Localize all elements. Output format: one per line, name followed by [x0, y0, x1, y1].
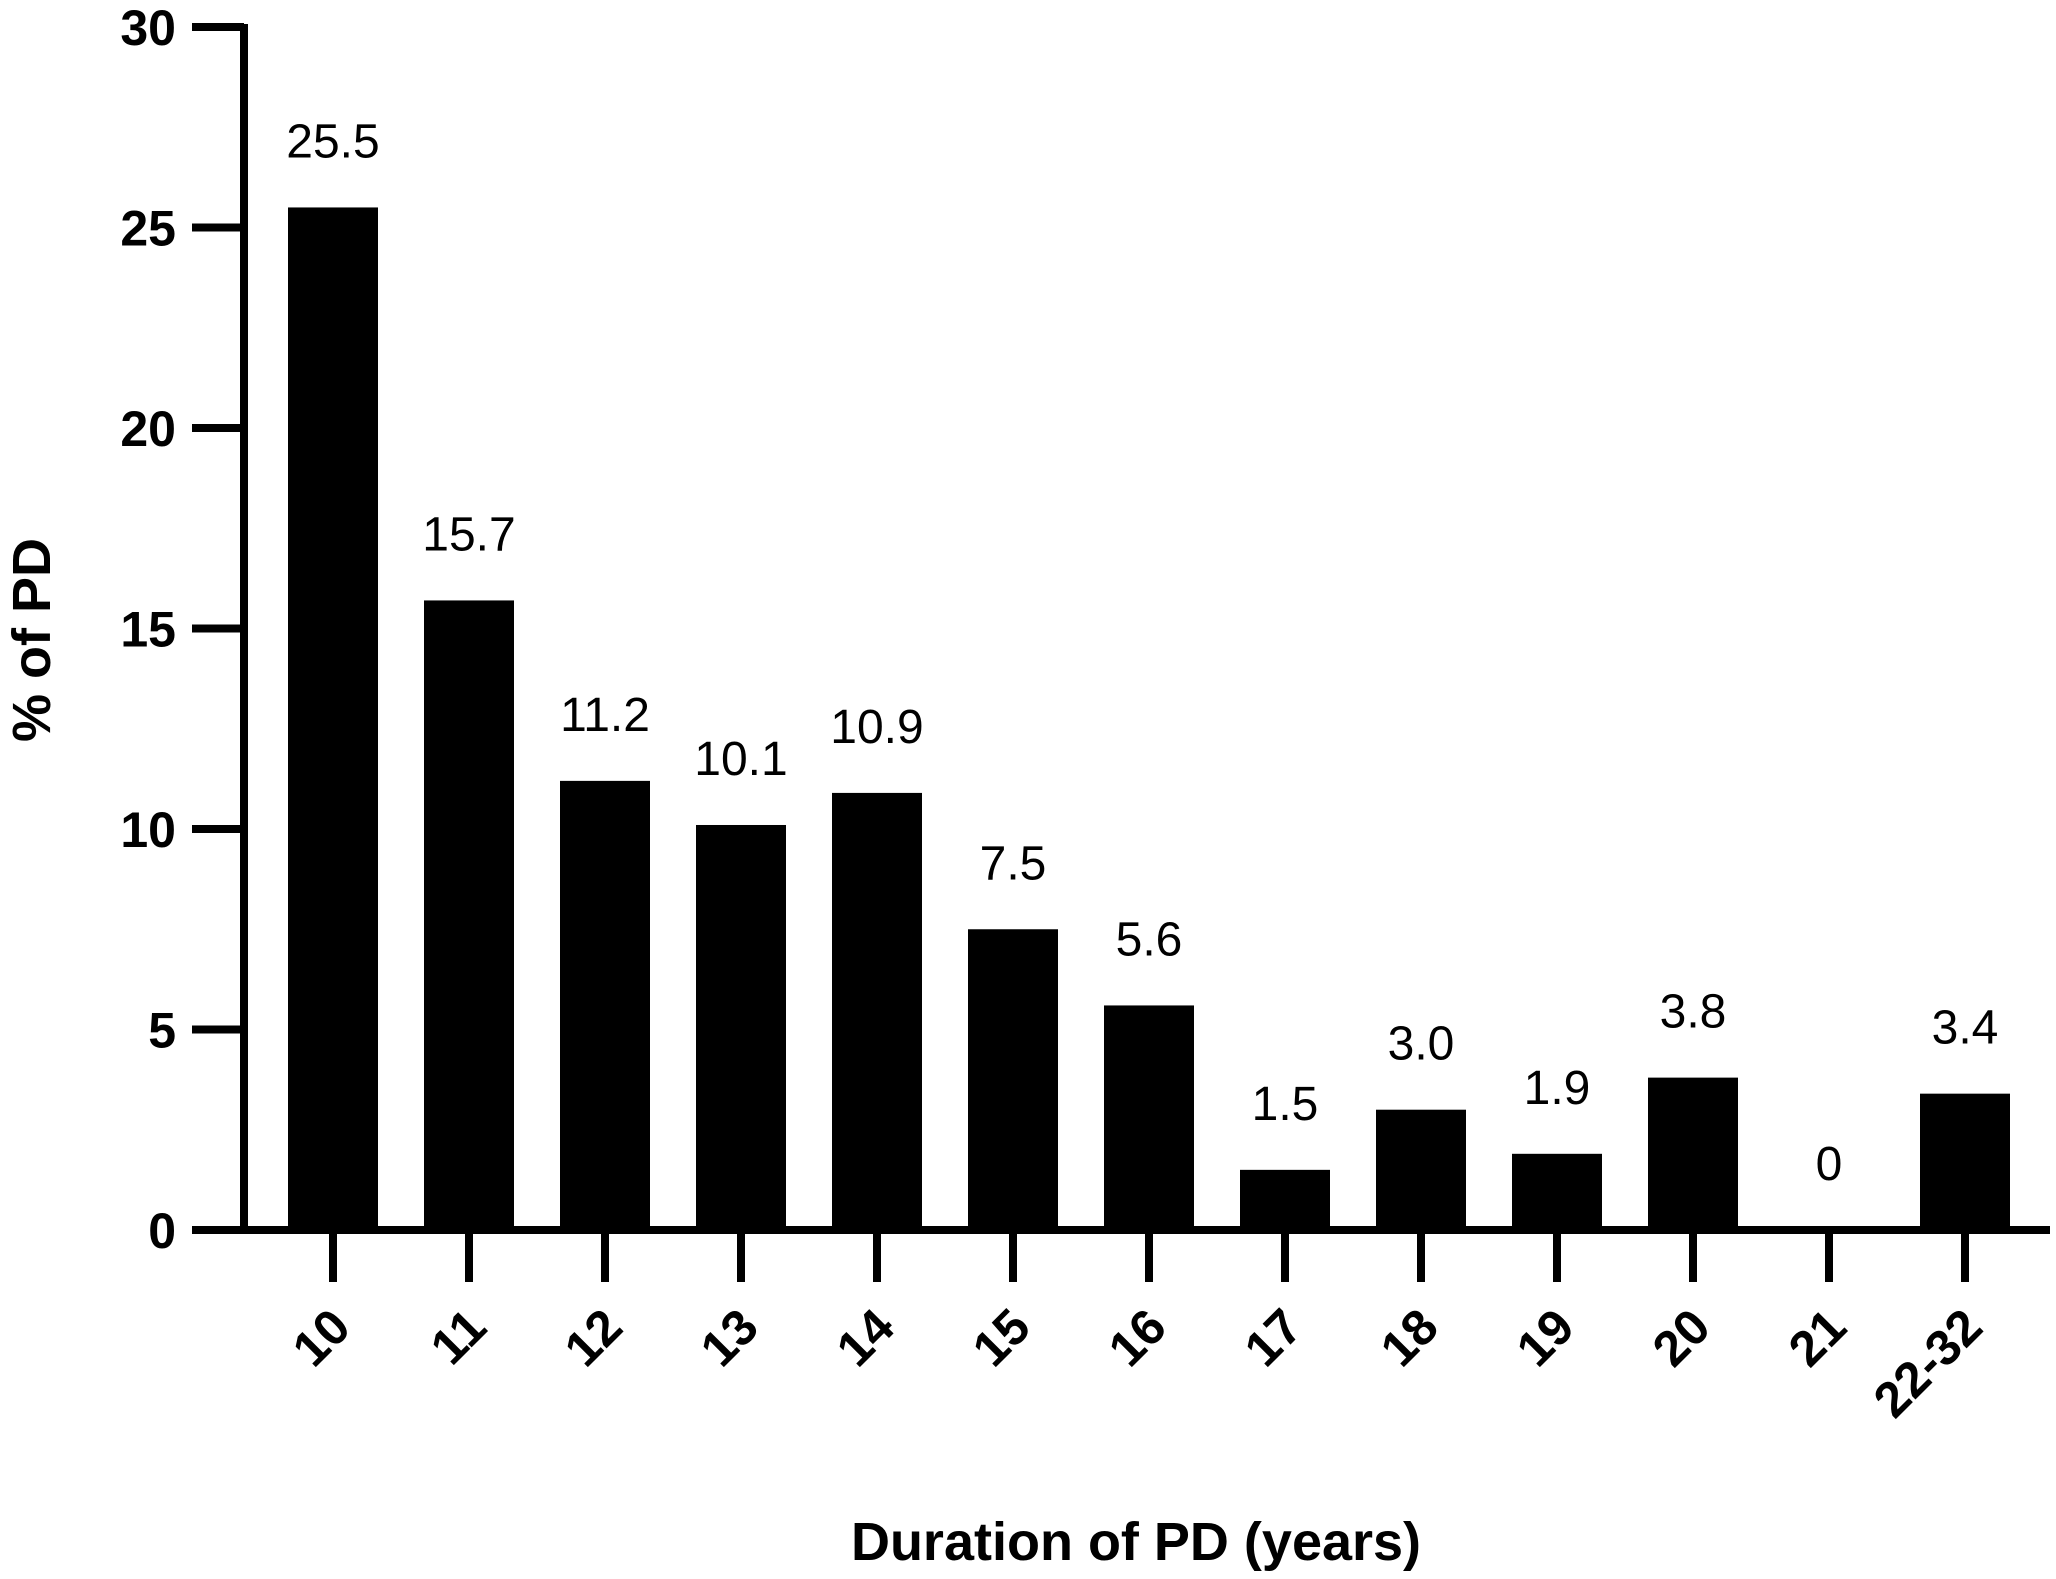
x-tick-label-19: 19 — [1506, 1298, 1585, 1377]
data-label-20: 3.8 — [1660, 986, 1727, 1039]
bar-15 — [968, 929, 1058, 1230]
y-tick-label-30: 30 — [120, 0, 176, 56]
data-label-13: 10.1 — [694, 733, 787, 786]
x-tick-label-15: 15 — [962, 1298, 1041, 1377]
x-tick-label-21: 21 — [1778, 1298, 1857, 1377]
data-label-12: 11.2 — [560, 689, 650, 742]
y-tick-label-5: 5 — [148, 1003, 176, 1059]
bars-group — [288, 207, 2010, 1230]
bar-11 — [424, 600, 514, 1230]
x-tick-label-18: 18 — [1370, 1298, 1449, 1377]
x-tick-label-22-32: 22-32 — [1863, 1298, 1993, 1428]
x-tick-label-10: 10 — [282, 1298, 361, 1377]
x-tick-label-13: 13 — [690, 1298, 769, 1377]
x-tick-label-11: 11 — [420, 1298, 497, 1375]
data-label-15: 7.5 — [980, 837, 1047, 890]
bar-19 — [1512, 1153, 1602, 1230]
y-tick-label-25: 25 — [120, 201, 176, 257]
x-tick-label-20: 20 — [1642, 1298, 1721, 1377]
x-tick-label-17: 17 — [1234, 1298, 1313, 1377]
bar-12 — [560, 780, 650, 1230]
bar-20 — [1648, 1077, 1738, 1230]
bar-14 — [832, 792, 922, 1230]
bar-13 — [696, 824, 786, 1230]
axes-group: 0 5 10 15 20 25 30 10 11 12 13 14 15 16 17 18 19 20 21 22-3… — [120, 0, 2050, 1428]
x-tick-label-12: 12 — [554, 1298, 633, 1377]
data-label-14: 10.9 — [830, 701, 923, 754]
data-label-18: 3.0 — [1388, 1018, 1455, 1071]
data-label-22-32: 3.4 — [1932, 1002, 1999, 1055]
x-axis-title: Duration of PD (years) — [851, 1512, 1421, 1572]
data-label-19: 1.9 — [1524, 1062, 1591, 1115]
bar-22-32 — [1920, 1093, 2010, 1230]
bar-18 — [1376, 1109, 1466, 1230]
x-tick-label-14: 14 — [826, 1298, 905, 1377]
data-label-21: 0 — [1816, 1138, 1843, 1191]
data-label-10: 25.5 — [286, 115, 379, 168]
data-label-11: 15.7 — [422, 508, 515, 561]
bar-17 — [1240, 1169, 1330, 1230]
data-label-17: 1.5 — [1252, 1078, 1319, 1131]
y-tick-label-20: 20 — [120, 401, 176, 457]
bar-10 — [288, 207, 378, 1230]
y-axis-title: % of PD — [2, 538, 62, 742]
bar-16 — [1104, 1005, 1194, 1230]
data-label-16: 5.6 — [1116, 913, 1183, 966]
data-labels-group: 25.5 15.7 11.2 10.1 10.9 7.5 5.6 1.5 3.0 1.9 3.8 0 3… — [286, 115, 1998, 1191]
y-tick-label-0: 0 — [148, 1203, 176, 1259]
x-tick-label-16: 16 — [1098, 1298, 1177, 1377]
y-tick-label-15: 15 — [120, 602, 176, 658]
y-tick-label-10: 10 — [120, 802, 176, 858]
